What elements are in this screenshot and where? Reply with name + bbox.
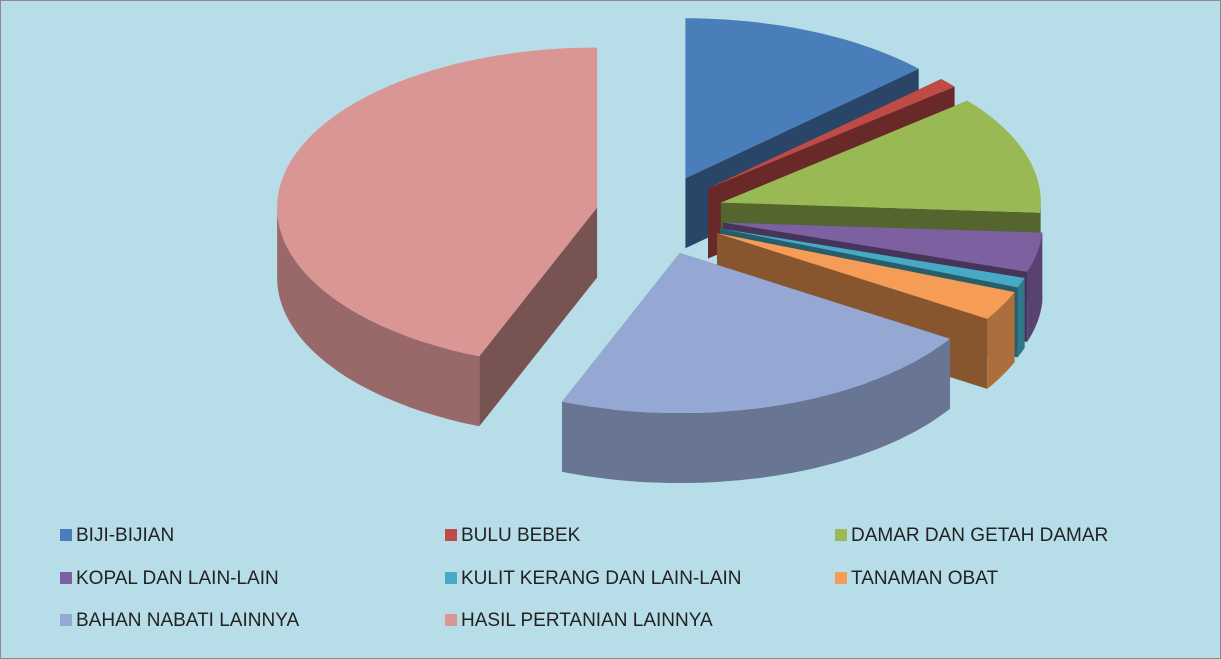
legend-label: BIJI-BIJIAN xyxy=(76,525,174,546)
legend-label: BULU BEBEK xyxy=(461,525,581,546)
slice-side xyxy=(277,207,480,427)
legend-label: BAHAN NABATI LAINNYA xyxy=(76,610,299,631)
slice xyxy=(708,79,955,189)
legend-label: DAMAR DAN GETAH DAMAR xyxy=(851,525,1108,546)
slice-wall xyxy=(479,207,598,427)
slice xyxy=(277,47,598,357)
legend: BIJI-BIJIAN BULU BEBEK DAMAR DAN GETAH DAM… xyxy=(60,525,1108,631)
legend-swatch xyxy=(60,572,72,584)
slice xyxy=(720,228,1025,288)
slice xyxy=(722,222,1043,272)
slice xyxy=(685,18,919,179)
slice-side xyxy=(562,338,950,483)
pie xyxy=(277,18,1043,483)
legend-swatch xyxy=(445,572,457,584)
slice-side xyxy=(1017,278,1025,358)
legend-swatch xyxy=(60,529,72,541)
legend-swatch xyxy=(445,614,457,626)
legend-label: KOPAL DAN LAIN-LAIN xyxy=(76,568,279,589)
legend-label: KULIT KERANG DAN LAIN-LAIN xyxy=(461,568,742,589)
legend-label: TANAMAN OBAT xyxy=(851,568,998,589)
slice-side xyxy=(987,292,1015,389)
slice xyxy=(717,233,1015,319)
legend-label: HASIL PERTANIAN LAINNYA xyxy=(461,610,713,631)
slice xyxy=(562,253,950,413)
legend-swatch xyxy=(835,572,847,584)
legend-swatch xyxy=(60,614,72,626)
legend-swatch xyxy=(835,529,847,541)
slice xyxy=(720,100,1041,213)
legend-swatch xyxy=(445,529,457,541)
slice-side xyxy=(1027,232,1043,342)
